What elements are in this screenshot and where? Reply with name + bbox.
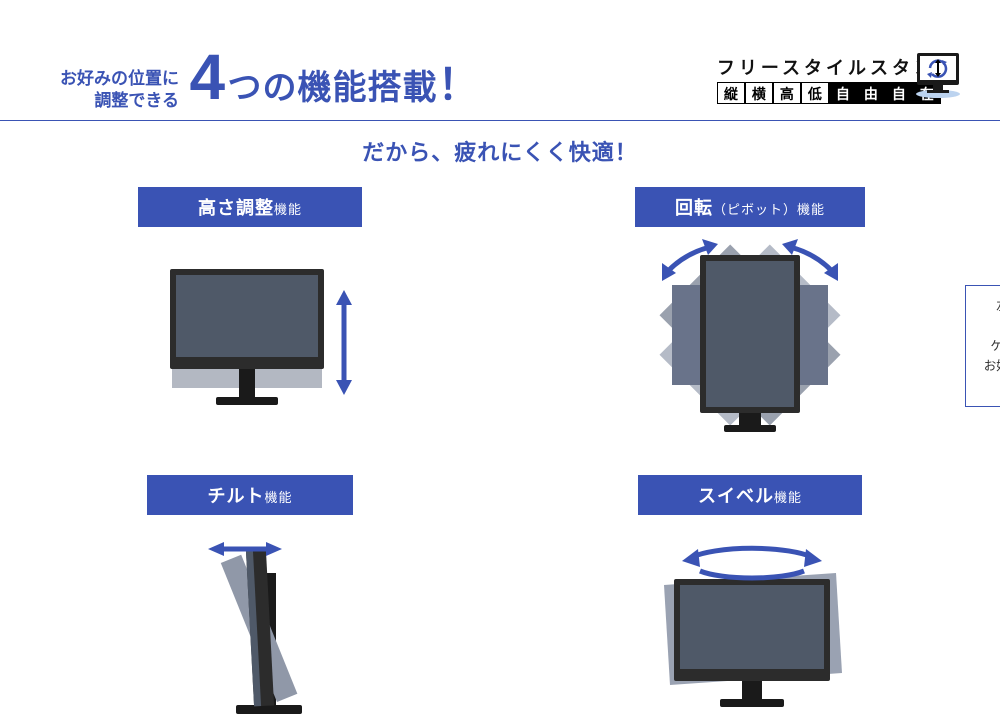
mosaic-cell: 自 [829,82,857,104]
rotate-monitor-icon [910,50,966,100]
lead-big-bang: ！ [438,61,480,108]
lead-big: 4 つの機能搭載！ [189,45,479,112]
label-sub: 機能 [274,202,302,217]
label-main: スイベル [698,486,774,506]
lead-small-l2: 調整できる [94,91,179,110]
feature-grid: 高さ調整機能 回転（ピボット）機能 [0,187,1000,718]
callout-l1: 左右どちらにも [996,299,1000,313]
lead-small-l1: お好みの位置に [60,69,179,88]
mosaic-cell: 由 [857,82,885,104]
card-tilt-label: チルト機能 [147,475,352,515]
mosaic-cell: 横 [745,82,773,104]
card-height-label: 高さ調整機能 [138,187,362,227]
card-swivel-label: スイベル機能 [638,475,862,515]
header: お好みの位置に 調整できる 4 つの機能搭載！ フリースタイルスタンド 縦横高低… [0,0,1000,121]
label-main: チルト [207,486,264,506]
lead-small: お好みの位置に 調整できる [60,68,179,112]
freestyle-stand-badge: フリースタイルスタンド 縦横高低自由自在 [717,54,958,104]
mosaic-cell: 低 [801,82,829,104]
card-pivot: 回転（ピボット）機能 [540,187,960,445]
label-sub: 機能 [264,490,292,505]
card-tilt: チルト機能 [40,475,460,718]
pivot-callout: 左右どちらにも 回転できる！ ケーブルの位置を お好みに合わせられる。 [965,285,1000,407]
card-pivot-label: 回転（ピボット）機能 [635,187,865,227]
label-sub: 機能 [774,490,802,505]
mosaic-cell: 高 [773,82,801,104]
mosaic-cell: 縦 [717,82,745,104]
pivot-illustration: 左右どちらにも 回転できる！ ケーブルの位置を お好みに合わせられる。 [540,245,960,445]
callout-l4: お好みに合わせられる。 [984,359,1000,393]
card-swivel: スイベル機能 [540,475,960,718]
label-main: 回転 [675,198,713,218]
lead-big-num: 4 [189,41,223,113]
label-main: 高さ調整 [198,198,274,218]
label-sub: 機能 [797,202,825,217]
callout-l3: ケーブルの位置を [990,339,1000,353]
card-height: 高さ調整機能 [40,187,460,445]
tilt-illustration [40,533,460,718]
mosaic-cell: 自 [885,82,913,104]
lead-big-text: つの機能搭載 [228,69,438,107]
label-paren: （ピボット） [713,202,797,217]
subhead: だから、疲れにくく快適！ [0,135,1000,167]
height-illustration [40,245,460,430]
swivel-illustration [540,533,960,718]
